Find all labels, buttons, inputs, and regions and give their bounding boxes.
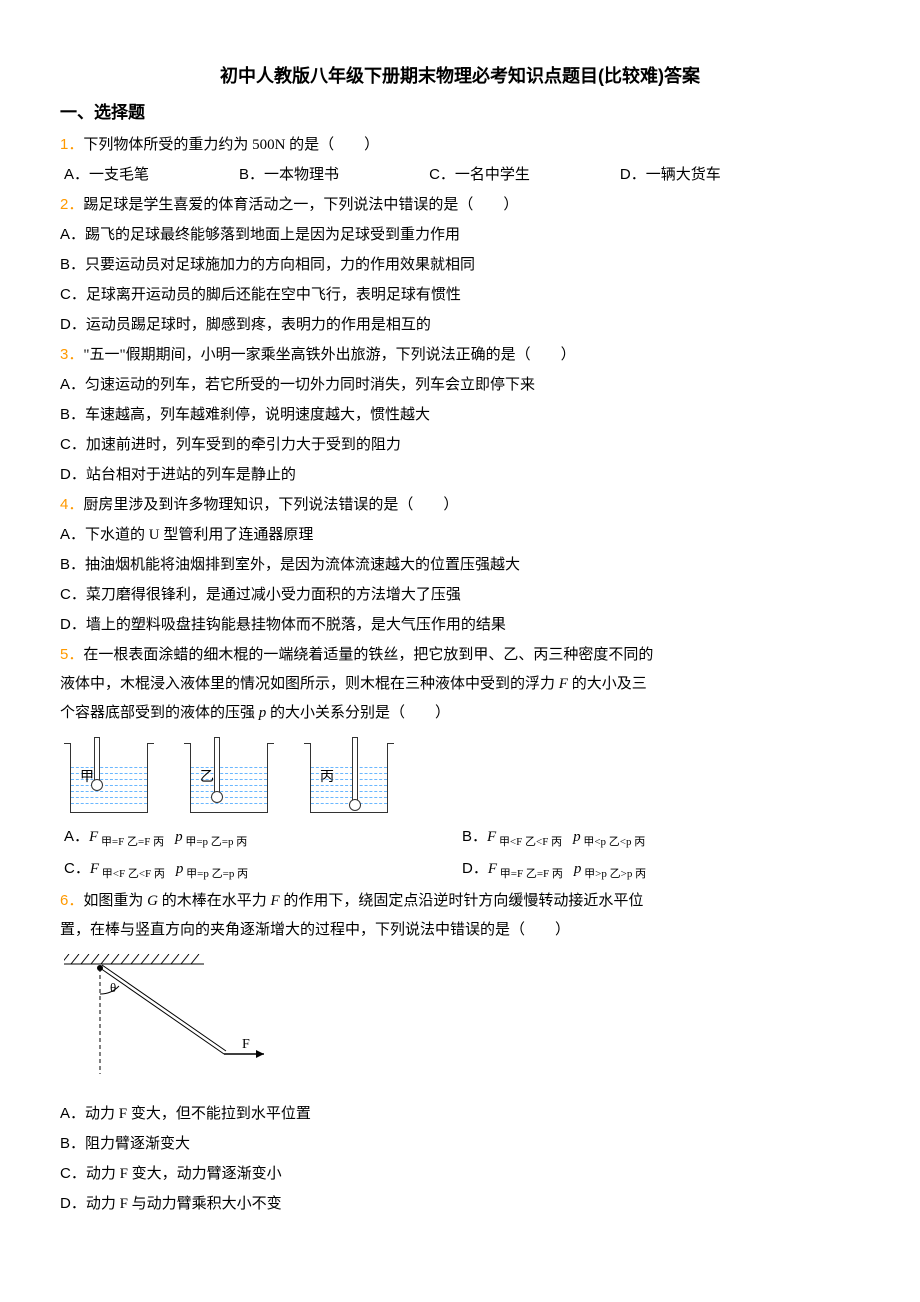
q3-opt-d: D．站台相对于进站的列车是静止的: [60, 461, 860, 489]
q4-text: 厨房里涉及到许多物理知识，下列说法错误的是（ ）: [83, 497, 458, 513]
q2-opt-d: D．运动员踢足球时，脚感到疼，表明力的作用是相互的: [60, 311, 860, 339]
q5-stem-line3: 个容器底部受到的液体的压强 p 的大小关系分别是（ ）: [60, 700, 860, 727]
q4-opt-c: C．菜刀磨得很锋利，是通过减小受力面积的方法增大了压强: [60, 581, 860, 609]
q1-opt-d: D．一辆大货车: [620, 161, 721, 189]
q5-opt-d: D．F 甲=F 乙=F 丙 p 甲>p 乙>p 丙: [462, 855, 860, 885]
q1-stem: 1．下列物体所受的重力约为 500N 的是（ ）: [60, 131, 860, 159]
q4-stem: 4．厨房里涉及到许多物理知识，下列说法错误的是（ ）: [60, 491, 860, 519]
q2-text: 踢足球是学生喜爱的体育活动之一，下列说法中错误的是（ ）: [83, 197, 518, 213]
q5-options: A．F 甲=F 乙=F 丙 p 甲=p 乙=p 丙 B．F 甲<F 乙<F 丙 …: [64, 823, 860, 885]
q6-opt-d: D．动力 F 与动力臂乘积大小不变: [60, 1190, 860, 1218]
q1-opt-b: B．一本物理书: [239, 161, 339, 189]
q2-opt-b: B．只要运动员对足球施加力的方向相同，力的作用效果就相同: [60, 251, 860, 279]
q5-stem-line2: 液体中，木棍浸入液体里的情况如图所示，则木棍在三种液体中受到的浮力 F 的大小及…: [60, 671, 860, 698]
q1-options: A．一支毛笔 B．一本物理书 C．一名中学生 D．一辆大货车: [64, 161, 860, 189]
q4-opt-d: D．墙上的塑料吸盘挂钩能悬挂物体而不脱落，是大气压作用的结果: [60, 611, 860, 639]
beaker-bing: 丙: [304, 737, 394, 813]
theta-label: θ: [110, 980, 116, 995]
q6-num: 6．: [60, 892, 83, 909]
section-heading: 一、选择题: [60, 98, 860, 129]
q1-opt-a: A．一支毛笔: [64, 161, 149, 189]
q4-opt-a: A．下水道的 U 型管利用了连通器原理: [60, 521, 860, 549]
q1-opt-c: C．一名中学生: [429, 161, 530, 189]
page-title: 初中人教版八年级下册期末物理必考知识点题目(比较难)答案: [60, 60, 860, 92]
beaker-yi: 乙: [184, 737, 274, 813]
q6-stem-line2: 置，在棒与竖直方向的夹角逐渐增大的过程中，下列说法中错误的是（ ）: [60, 917, 860, 944]
q5-stem-line1: 5．在一根表面涂蜡的细木棍的一端绕着适量的铁丝，把它放到甲、乙、丙三种密度不同的: [60, 641, 860, 669]
q5-text1: 在一根表面涂蜡的细木棍的一端绕着适量的铁丝，把它放到甲、乙、丙三种密度不同的: [83, 647, 653, 663]
q2-num: 2．: [60, 196, 83, 213]
q3-num: 3．: [60, 346, 83, 363]
q2-stem: 2．踢足球是学生喜爱的体育活动之一，下列说法中错误的是（ ）: [60, 191, 860, 219]
f-label: F: [242, 1037, 250, 1052]
q5-opt-b: B．F 甲<F 乙<F 丙 p 甲<p 乙<p 丙: [462, 823, 860, 853]
q3-opt-c: C．加速前进时，列车受到的牵引力大于受到的阻力: [60, 431, 860, 459]
q3-opt-b: B．车速越高，列车越难刹停，说明速度越大，惯性越大: [60, 401, 860, 429]
q6-stem-line1: 6．如图重为 G 的木棒在水平力 F 的作用下，绕固定点沿逆时针方向缓慢转动接近…: [60, 887, 860, 915]
q6-figure: θ F: [64, 954, 860, 1094]
q2-opt-c: C．足球离开运动员的脚后还能在空中飞行，表明足球有惯性: [60, 281, 860, 309]
q4-opt-b: B．抽油烟机能将油烟排到室外，是因为流体流速越大的位置压强越大: [60, 551, 860, 579]
q1-text: 下列物体所受的重力约为 500N 的是（ ）: [83, 137, 379, 153]
q5-opt-c: C．F 甲<F 乙<F 丙 p 甲=p 乙=p 丙: [64, 855, 462, 885]
q3-stem: 3．"五一"假期期间，小明一家乘坐高铁外出旅游，下列说法正确的是（ ）: [60, 341, 860, 369]
q1-num: 1．: [60, 136, 83, 153]
beaker-jia: 甲: [64, 737, 154, 813]
q2-opt-a: A．踢飞的足球最终能够落到地面上是因为足球受到重力作用: [60, 221, 860, 249]
q6-opt-a: A．动力 F 变大，但不能拉到水平位置: [60, 1100, 860, 1128]
q3-text: "五一"假期期间，小明一家乘坐高铁外出旅游，下列说法正确的是（ ）: [83, 347, 575, 363]
q3-opt-a: A．匀速运动的列车，若它所受的一切外力同时消失，列车会立即停下来: [60, 371, 860, 399]
q5-figure: 甲 乙 丙: [64, 737, 860, 813]
q4-num: 4．: [60, 496, 83, 513]
q6-opt-b: B．阻力臂逐渐变大: [60, 1130, 860, 1158]
q5-opt-a: A．F 甲=F 乙=F 丙 p 甲=p 乙=p 丙: [64, 823, 462, 853]
q6-opt-c: C．动力 F 变大，动力臂逐渐变小: [60, 1160, 860, 1188]
q5-num: 5．: [60, 646, 83, 663]
